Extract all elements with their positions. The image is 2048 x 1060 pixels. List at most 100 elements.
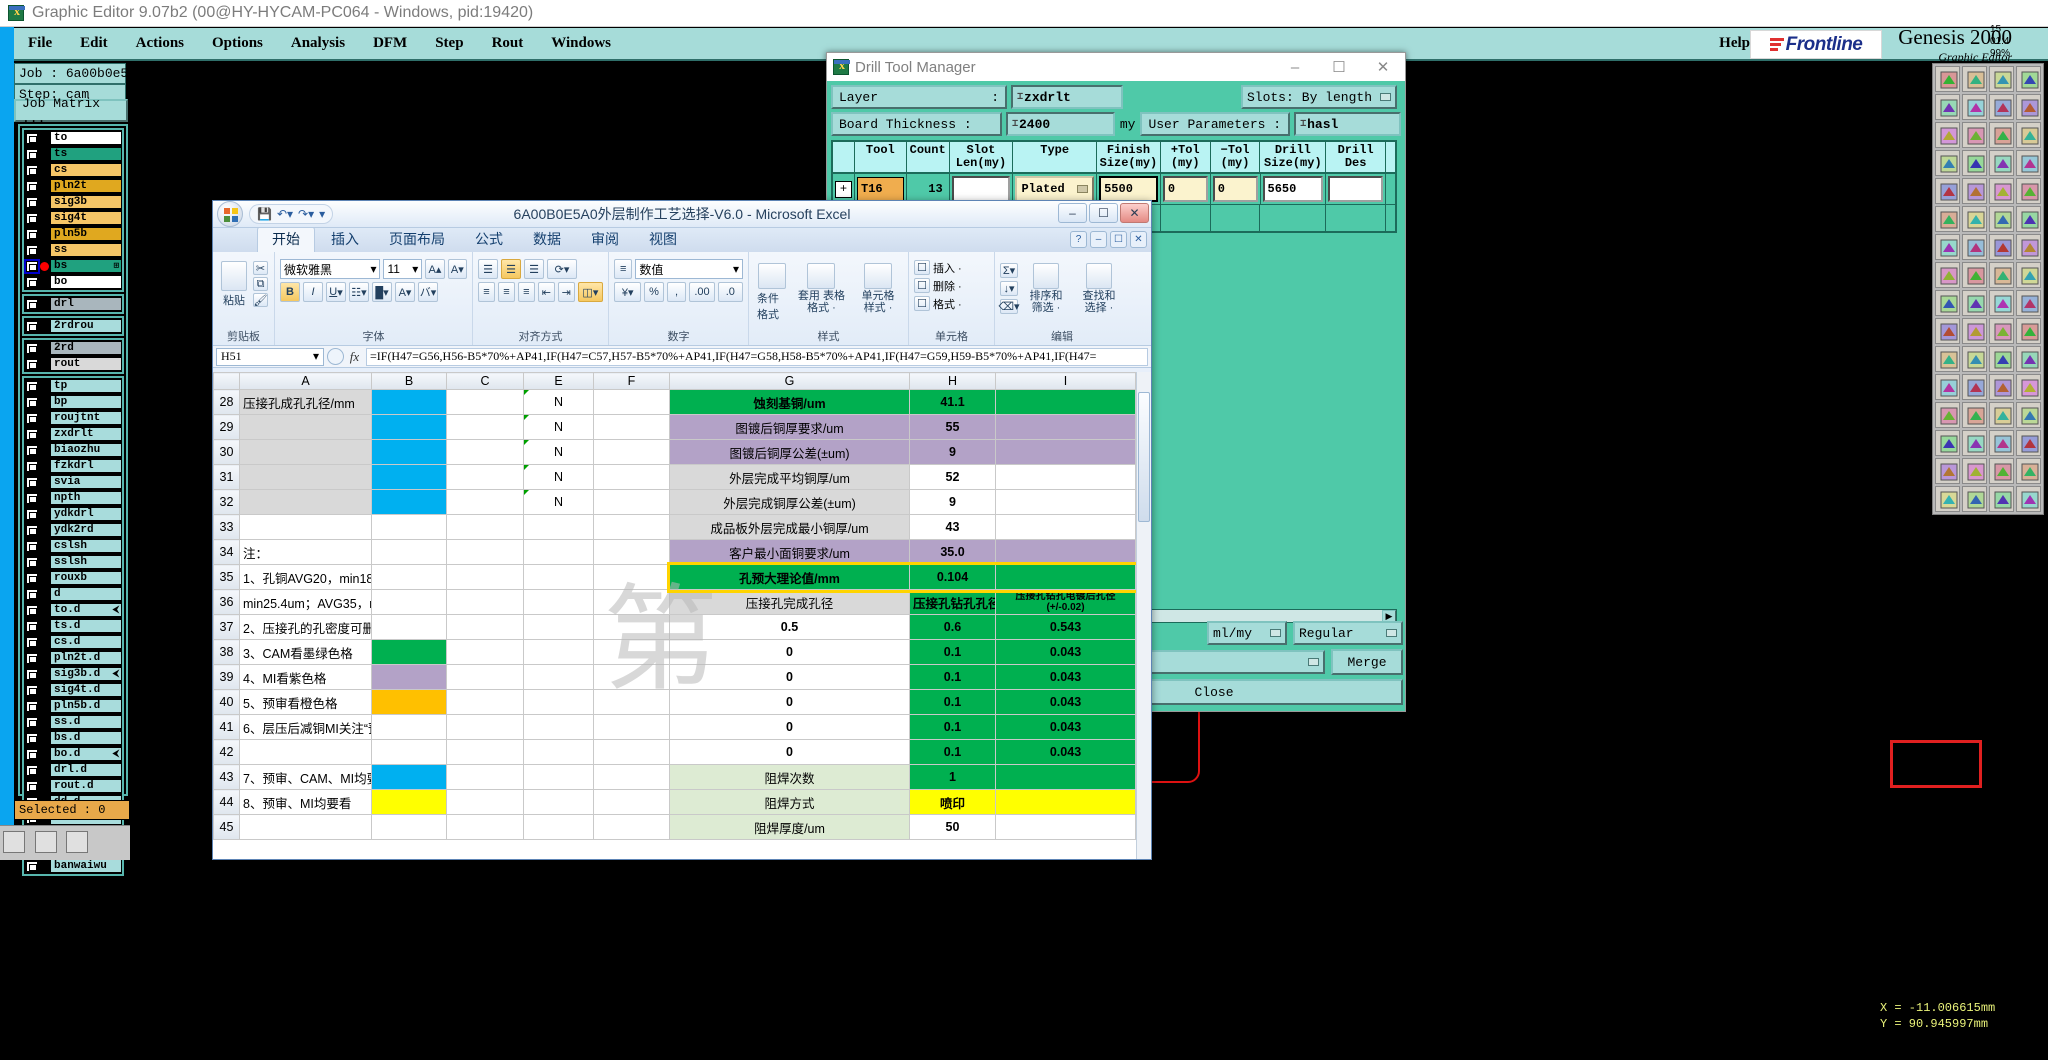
toolbar-nets-icon[interactable]: [2016, 206, 2041, 232]
autosum-icon[interactable]: Σ▾: [1000, 263, 1018, 278]
cell-B38[interactable]: [371, 639, 447, 665]
toolbar-arc-icon[interactable]: [1989, 430, 2014, 456]
toolbar-mirror-icon[interactable]: [1989, 150, 2014, 176]
cell-G36[interactable]: 压接孔完成孔径: [669, 589, 910, 615]
cell-H33[interactable]: 43: [909, 514, 996, 540]
redo-icon[interactable]: ↷▾: [298, 207, 315, 221]
toolbar-pad-icon[interactable]: [1935, 458, 1960, 484]
layer-row-cs.d[interactable]: cs.d: [24, 634, 122, 650]
cell-I30[interactable]: [995, 439, 1136, 465]
layer-checkbox[interactable]: [26, 212, 38, 224]
toolbar-redo-icon[interactable]: [1989, 178, 2014, 204]
layer-name[interactable]: to: [50, 131, 122, 145]
cell-E34[interactable]: [523, 539, 594, 565]
cancel-formula-icon[interactable]: [327, 348, 344, 365]
layer-name[interactable]: sig4t.d: [50, 683, 122, 697]
toolbar-text-icon[interactable]: [1989, 122, 2014, 148]
excel-inner-window-controls[interactable]: ? – ☐ ✕: [1070, 231, 1147, 248]
table-row[interactable]: 351、孔铜AVG20，min18um；AVG25，min20um；AVG30，…: [213, 564, 1136, 590]
table-row[interactable]: 372、压接孔的孔密度可删除板内其它孔，预审采用脚本跑出 0.50.60.543: [213, 614, 1136, 640]
cell-B33[interactable]: [371, 514, 447, 540]
layer-name[interactable]: rout: [50, 357, 122, 371]
cell-H42[interactable]: 0.1: [909, 739, 996, 765]
cell-B43[interactable]: [371, 764, 447, 790]
layer-checkbox[interactable]: [26, 180, 38, 192]
cell-B41[interactable]: [371, 714, 447, 740]
bold-icon[interactable]: B: [280, 282, 300, 302]
cell-C40[interactable]: [446, 689, 524, 715]
layer-checkbox[interactable]: [26, 476, 38, 488]
layer-row-sig4t.d[interactable]: sig4t.d: [24, 682, 122, 698]
layer-name[interactable]: ss.d: [50, 715, 122, 729]
layer-name[interactable]: d: [50, 587, 122, 601]
cell-C45[interactable]: [446, 814, 524, 840]
toolbar-copy-icon[interactable]: [2016, 122, 2041, 148]
cell-H34[interactable]: 35.0: [909, 539, 996, 565]
row-header-36[interactable]: 36: [213, 589, 240, 615]
table-row[interactable]: 42 0 0.1 0.043: [213, 739, 1136, 765]
excel-close-button[interactable]: ✕: [1120, 203, 1149, 223]
cell-F40[interactable]: [593, 689, 670, 715]
cell-I39[interactable]: 0.043: [995, 664, 1136, 690]
cell-G38[interactable]: 0: [669, 639, 910, 665]
name-box[interactable]: H51 ▾: [216, 347, 324, 366]
vertical-scroll-thumb[interactable]: [1138, 392, 1150, 522]
layer-checkbox[interactable]: [26, 780, 38, 792]
insert-cells-icon[interactable]: ☐: [914, 260, 930, 275]
cell-A35[interactable]: 1、孔铜AVG20，min18um；AVG25，min20um；AVG30，mi…: [239, 564, 372, 590]
copy-icon[interactable]: ⧉: [253, 277, 268, 291]
toolbar-pad-icon[interactable]: [1935, 122, 1960, 148]
paste-button[interactable]: 粘贴: [218, 259, 250, 310]
toolbar-export-icon[interactable]: [1962, 374, 1987, 400]
menu-file[interactable]: File: [28, 35, 53, 51]
cell-H37[interactable]: 0.6: [909, 614, 996, 640]
toolbar-flip-icon[interactable]: [1935, 262, 1960, 288]
row-header-34[interactable]: 34: [213, 539, 240, 565]
cell-F28[interactable]: [593, 389, 670, 415]
layer-checkbox[interactable]: [26, 380, 38, 392]
cell-A44[interactable]: 8、预审、MI均要看: [239, 789, 372, 815]
decrease-decimal-icon[interactable]: .0: [717, 282, 744, 302]
toolbar-mirror-icon[interactable]: [1989, 486, 2014, 512]
layer-row-rout[interactable]: rout: [24, 356, 122, 372]
layer-row-2rd[interactable]: 2rd: [24, 340, 122, 356]
toolbar-pan-icon[interactable]: [1989, 66, 2014, 92]
cell-A39[interactable]: 4、MI看紫色格: [239, 664, 372, 690]
layer-row-ss.d[interactable]: ss.d: [24, 714, 122, 730]
menu-actions[interactable]: Actions: [135, 35, 185, 51]
cell-I33[interactable]: [995, 514, 1136, 540]
layer-name[interactable]: cs: [50, 163, 122, 177]
fill-icon[interactable]: ↓▾: [1000, 281, 1018, 296]
cell-G40[interactable]: 0: [669, 689, 910, 715]
toolbar-move-icon[interactable]: [1935, 486, 1960, 512]
cell-I42[interactable]: 0.043: [995, 739, 1136, 765]
cell-B31[interactable]: [371, 464, 447, 490]
text-orientation-icon[interactable]: ⟳▾: [547, 259, 577, 279]
layer-row-ss[interactable]: ss: [24, 242, 122, 258]
layer-name[interactable]: ss: [50, 243, 122, 257]
cell-A30[interactable]: [239, 439, 372, 465]
toolbar-scale-icon[interactable]: [2016, 150, 2041, 176]
cell-H41[interactable]: 0.1: [909, 714, 996, 740]
toolbar-smooth-icon[interactable]: [2016, 346, 2041, 372]
cell-F32[interactable]: [593, 489, 670, 515]
dtm-slots-combo[interactable]: Slots: By length: [1240, 85, 1397, 109]
layer-name[interactable]: pln2t: [50, 179, 122, 193]
delete-cells-icon[interactable]: ☐: [914, 278, 930, 293]
dtm-slotlen-input[interactable]: [951, 176, 1011, 202]
cell-B42[interactable]: [371, 739, 447, 765]
layer-row-bp[interactable]: bp: [24, 394, 122, 410]
cell-G34[interactable]: 客户最小面铜要求/um: [669, 539, 910, 565]
layer-checkbox[interactable]: [26, 396, 38, 408]
cell-H28[interactable]: 41.1: [909, 389, 996, 415]
layer-name[interactable]: svia: [50, 475, 122, 489]
cell-C31[interactable]: [446, 464, 524, 490]
toolbar-pan-icon[interactable]: [1989, 402, 2014, 428]
cell-E44[interactable]: [523, 789, 594, 815]
layer-checkbox[interactable]: [26, 588, 38, 600]
column-header-C[interactable]: C: [446, 372, 524, 390]
cell-B45[interactable]: [371, 814, 447, 840]
cell-I34[interactable]: [995, 539, 1136, 565]
format-painter-icon[interactable]: 🖌: [253, 293, 268, 307]
